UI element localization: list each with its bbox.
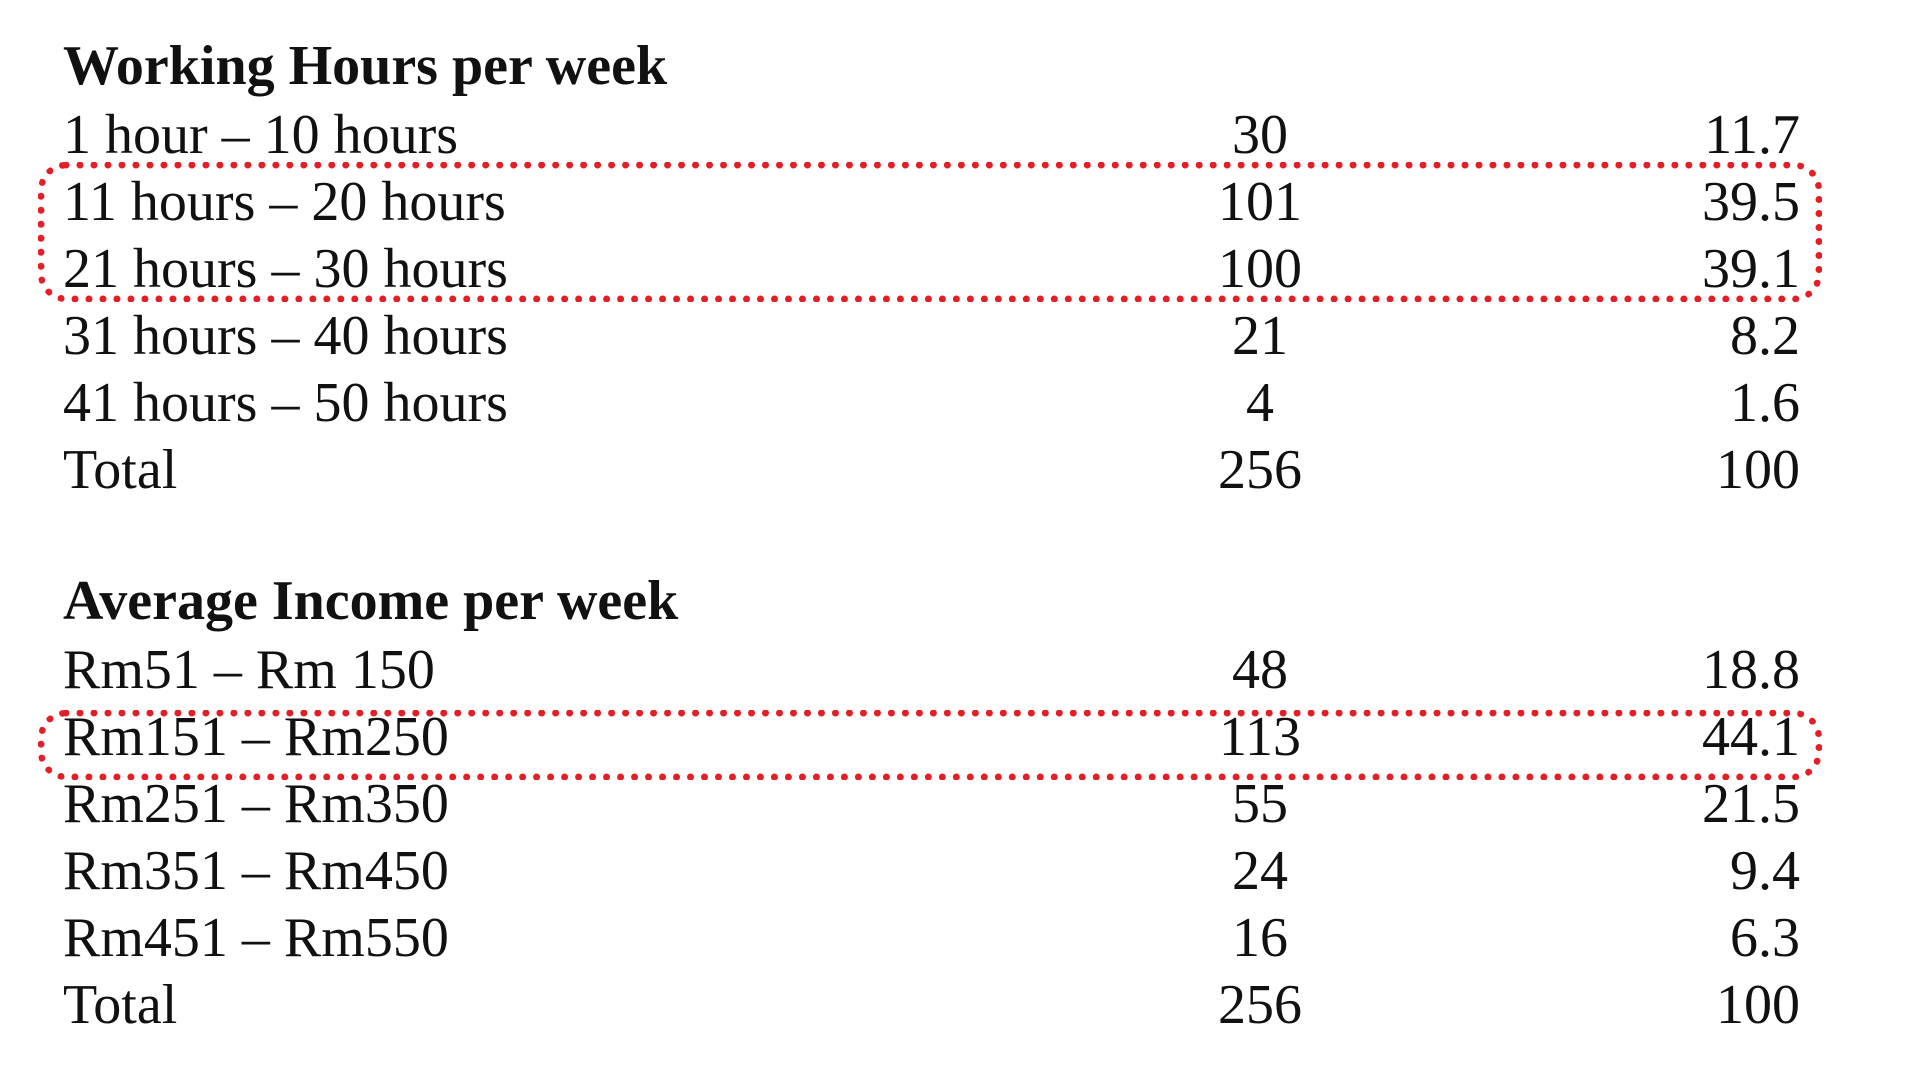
row-label: Rm251 – Rm350	[63, 773, 449, 835]
row-count: 256	[1218, 439, 1302, 501]
row-count: 48	[1232, 639, 1288, 701]
row-percent: 39.5	[1702, 171, 1800, 233]
row-label: 21 hours – 30 hours	[63, 238, 508, 300]
row-label: 31 hours – 40 hours	[63, 305, 508, 367]
row-count: 24	[1232, 840, 1288, 902]
row-label: Rm451 – Rm550	[63, 907, 449, 969]
row-percent: 11.7	[1704, 104, 1800, 166]
row-label: Rm151 – Rm250	[63, 706, 449, 768]
row-count: 101	[1218, 171, 1302, 233]
table-row: Rm251 – Rm350 55 21.5	[0, 770, 1920, 838]
row-percent: 44.1	[1702, 706, 1800, 768]
row-count: 4	[1246, 372, 1274, 434]
row-count: 30	[1232, 104, 1288, 166]
row-count: 100	[1218, 238, 1302, 300]
table-row: Rm151 – Rm250 113 44.1	[0, 703, 1920, 771]
row-percent: 39.1	[1702, 238, 1800, 300]
row-label: 41 hours – 50 hours	[63, 372, 508, 434]
table-row: 1 hour – 10 hours 30 11.7	[0, 101, 1920, 169]
row-label: Total	[63, 439, 178, 501]
row-percent: 18.8	[1702, 639, 1800, 701]
row-count: 55	[1232, 773, 1288, 835]
income-title: Average Income per week	[63, 570, 679, 632]
table-row: Rm51 – Rm 150 48 18.8	[0, 636, 1920, 704]
row-count: 21	[1232, 305, 1288, 367]
row-label: 11 hours – 20 hours	[63, 171, 506, 233]
table-row: 21 hours – 30 hours 100 39.1	[0, 235, 1920, 303]
row-percent: 21.5	[1702, 773, 1800, 835]
row-percent: 100	[1716, 439, 1800, 501]
row-label: Rm351 – Rm450	[63, 840, 449, 902]
table-row-total: Total 256 100	[0, 436, 1920, 504]
row-count: 16	[1232, 907, 1288, 969]
working-hours-title: Working Hours per week	[63, 35, 668, 97]
row-label: Total	[63, 974, 178, 1036]
row-count: 113	[1219, 706, 1301, 768]
row-label: Rm51 – Rm 150	[63, 639, 435, 701]
table-row: 31 hours – 40 hours 21 8.2	[0, 302, 1920, 370]
row-percent: 100	[1716, 974, 1800, 1036]
row-percent: 9.4	[1730, 840, 1800, 902]
table-row: Rm351 – Rm450 24 9.4	[0, 837, 1920, 905]
table-row-total: Total 256 100	[0, 971, 1920, 1039]
row-count: 256	[1218, 974, 1302, 1036]
row-percent: 1.6	[1730, 372, 1800, 434]
row-percent: 8.2	[1730, 305, 1800, 367]
table-row: 41 hours – 50 hours 4 1.6	[0, 369, 1920, 437]
table-row: 11 hours – 20 hours 101 39.5	[0, 168, 1920, 236]
row-percent: 6.3	[1730, 907, 1800, 969]
row-label: 1 hour – 10 hours	[63, 104, 459, 166]
table-row: Rm451 – Rm550 16 6.3	[0, 904, 1920, 972]
